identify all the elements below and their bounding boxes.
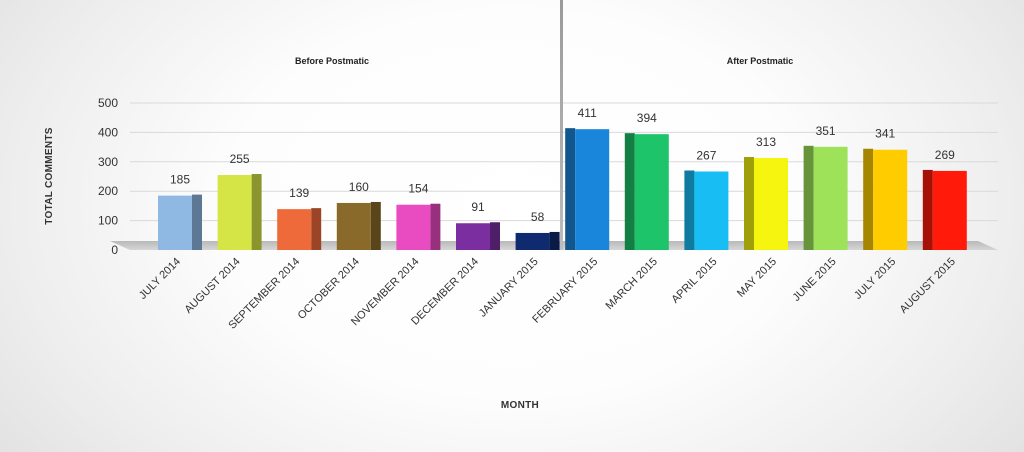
y-tick-label: 0: [111, 243, 118, 257]
x-tick-label: DECEMBER 2014: [409, 256, 481, 328]
bar-side: [863, 148, 874, 250]
bar-side: [684, 170, 695, 250]
x-axis-title: MONTH: [501, 400, 539, 411]
bar-group: [456, 222, 500, 250]
x-tick-label: MARCH 2015: [603, 256, 659, 312]
bar-group: [277, 208, 322, 250]
section-divider: [560, 0, 563, 250]
bar: [932, 170, 967, 250]
x-tick-label: JUNE 2015: [790, 256, 838, 304]
bar: [336, 202, 371, 250]
bar: [217, 175, 252, 250]
bar-side: [624, 133, 635, 250]
bar-side: [430, 203, 441, 250]
grid-lines: [130, 102, 998, 222]
bar-group: [863, 148, 908, 250]
data-label: 313: [756, 135, 776, 149]
x-tick-label: OCTOBER 2014: [296, 256, 362, 322]
x-tick-label: JULY 2014: [137, 256, 183, 302]
bar-side: [549, 231, 560, 250]
bar-side: [744, 156, 754, 250]
bar-side: [922, 169, 933, 250]
data-label: 58: [531, 210, 545, 224]
bar: [456, 223, 490, 250]
bar: [158, 195, 192, 250]
bar: [515, 232, 550, 250]
data-label: 91: [471, 200, 485, 214]
bar: [694, 171, 729, 250]
data-label: 255: [230, 152, 250, 166]
y-axis-title: TOTAL COMMENTS: [44, 127, 55, 225]
bar-group: [336, 201, 381, 250]
x-tick-label: APRIL 2015: [669, 256, 719, 306]
bar-side: [490, 222, 500, 250]
bar-group: [744, 156, 788, 250]
data-label: 269: [935, 148, 955, 162]
bar: [754, 157, 788, 250]
x-tick-label: FEBRUARY 2015: [530, 256, 600, 326]
x-tick-label: AUGUST 2015: [898, 256, 958, 316]
bar-side: [565, 128, 576, 250]
bar-group: [396, 203, 441, 250]
data-label: 154: [408, 182, 428, 196]
data-label: 394: [637, 111, 657, 125]
y-tick-label: 500: [98, 96, 118, 110]
x-tick-label: JULY 2015: [852, 256, 898, 302]
data-label: 267: [696, 149, 716, 163]
y-tick-label: 100: [98, 214, 118, 228]
data-label: 351: [816, 124, 836, 138]
data-label: 341: [875, 127, 895, 141]
y-tick-label: 200: [98, 184, 118, 198]
y-tick-label: 400: [98, 125, 118, 139]
x-tick-label: MAY 2015: [735, 256, 779, 300]
bar-side: [370, 201, 381, 250]
bar: [634, 134, 669, 250]
bar-side: [251, 174, 262, 250]
bars: 185 255 139 160 154 91 58 411 394 267 313 351 341 269: [158, 106, 967, 250]
after-section-label: After Postmatic: [727, 56, 794, 66]
bar-group: [684, 170, 729, 250]
bar-side: [311, 208, 322, 250]
bar: [873, 149, 908, 250]
x-tick-label: JANUARY 2015: [477, 256, 541, 320]
bar: [813, 146, 848, 250]
bar-side: [192, 194, 202, 250]
data-label: 185: [170, 173, 190, 187]
bar-group: [158, 194, 202, 250]
bar-group: [922, 169, 967, 250]
before-section-label: Before Postmatic: [295, 56, 369, 66]
y-axis-ticks: 0 100 200 300 400 500: [98, 96, 118, 257]
bar-group: [565, 128, 610, 250]
bar-group: [217, 174, 262, 250]
x-tick-label: AUGUST 2014: [182, 256, 242, 316]
y-tick-label: 300: [98, 155, 118, 169]
data-label: 160: [349, 180, 369, 194]
data-label: 411: [578, 106, 597, 120]
data-label: 139: [289, 186, 309, 200]
bar: [277, 209, 312, 250]
bar-side: [803, 145, 814, 250]
bar: [396, 204, 431, 250]
bar-group: [515, 231, 560, 250]
bar-group: [624, 133, 669, 250]
bar: [575, 129, 610, 250]
bar-group: [803, 145, 848, 250]
